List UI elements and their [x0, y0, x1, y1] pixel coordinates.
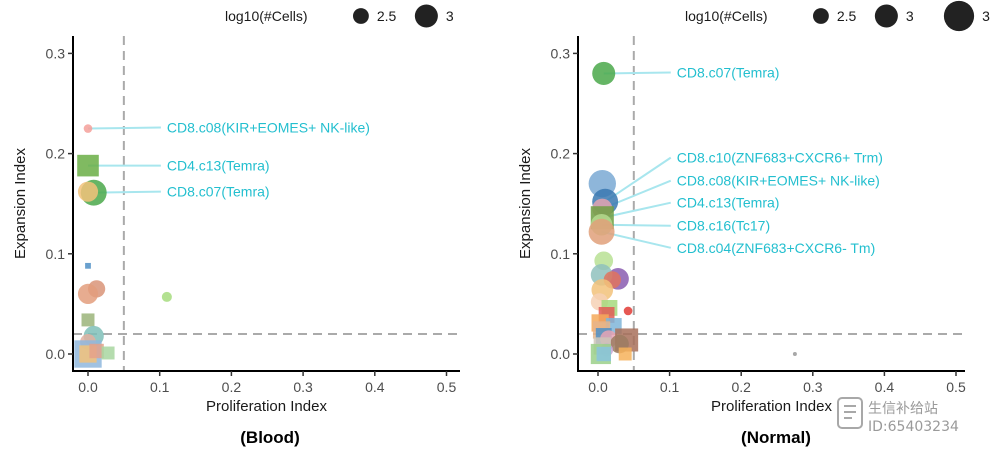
x-tick-label: 0.1: [660, 379, 680, 395]
x-tick-label: 0.5: [946, 379, 966, 395]
data-point: [596, 346, 611, 362]
x-tick-label: 0.0: [588, 379, 608, 395]
x-tick-label: 0.2: [731, 379, 751, 395]
y-tick-label: 0.1: [46, 246, 66, 262]
x-tick-label: 0.3: [293, 379, 313, 395]
legend-size-key: [353, 8, 369, 24]
x-tick-label: 0.4: [875, 379, 895, 395]
x-axis-label: Proliferation Index: [206, 398, 327, 415]
legend-title: log10(#Cells): [225, 8, 307, 24]
data-point: [83, 124, 93, 133]
data-point: [623, 306, 633, 316]
watermark-line-2: ID:65403234: [868, 419, 959, 435]
data-point: [81, 313, 95, 327]
data-point: [161, 291, 172, 302]
y-tick-label: 0.2: [46, 146, 66, 162]
data-point: [89, 343, 104, 359]
annotation-label: CD4.c13(Temra): [167, 158, 270, 174]
data-point: [77, 181, 99, 202]
panel-title: (Normal): [741, 428, 811, 447]
data-point: [101, 346, 115, 360]
x-tick-label: 0.3: [803, 379, 823, 395]
x-tick-label: 0.0: [78, 379, 98, 395]
y-tick-label: 0.0: [551, 346, 571, 362]
y-axis-label: Expansion Index: [517, 148, 534, 259]
x-tick-label: 0.4: [365, 379, 385, 395]
x-tick-label: 0.2: [222, 379, 242, 395]
badge-line-icon: [844, 405, 856, 407]
legend-size-key: [943, 0, 975, 32]
data-point: [618, 347, 632, 361]
y-tick-label: 0.3: [551, 45, 571, 61]
panel-title: (Blood): [240, 428, 299, 447]
legend-title: log10(#Cells): [685, 8, 767, 24]
legend-size-key: [414, 4, 438, 28]
annotation-label: CD8.c04(ZNF683+CXCR6- Tm): [677, 240, 876, 256]
badge-line-icon: [844, 417, 852, 419]
legend-size-label: 3: [906, 8, 914, 24]
annotation-label: CD8.c07(Temra): [167, 184, 270, 200]
y-tick-label: 0.3: [46, 45, 66, 61]
annotation-label: CD8.c07(Temra): [677, 64, 780, 80]
y-tick-label: 0.2: [551, 146, 571, 162]
data-point: [85, 262, 91, 269]
wechat-badge-icon: [837, 397, 863, 429]
x-tick-label: 0.1: [150, 379, 170, 395]
legend-size-label: 2.5: [377, 8, 397, 24]
annotation-label: CD4.c13(Temra): [677, 195, 780, 211]
x-axis-label: Proliferation Index: [711, 398, 832, 415]
annotation-label: CD8.c08(KIR+EOMES+ NK-like): [677, 173, 880, 189]
annotation-leader-line: [87, 126, 161, 130]
legend-size-key: [874, 4, 898, 28]
watermark: 生信补给站 ID:65403234: [837, 397, 959, 435]
data-point: [588, 218, 615, 245]
y-axis-label: Expansion Index: [12, 148, 29, 259]
annotation-label: CD8.c16(Tc17): [677, 218, 770, 234]
y-tick-label: 0.1: [551, 246, 571, 262]
annotation-leader-line: [604, 156, 672, 203]
data-point: [77, 283, 99, 304]
annotation-label: CD8.c08(KIR+EOMES+ NK-like): [167, 120, 370, 136]
legend-size-key: [813, 8, 829, 24]
legend-size-label: 2.5: [837, 8, 857, 24]
panel-normal: CD8.c07(Temra) CD8.c10(ZNF683+CXCR6+ Trm)…: [517, 0, 990, 447]
panel-blood: CD8.c08(KIR+EOMES+ NK-like) CD4.c13(Temra…: [12, 4, 460, 447]
data-point: [792, 352, 797, 356]
y-tick-label: 0.0: [46, 346, 66, 362]
watermark-line-1: 生信补给站: [868, 401, 938, 417]
legend-size-label: 3: [446, 8, 454, 24]
annotation-label: CD8.c10(ZNF683+CXCR6+ Trm): [677, 150, 883, 166]
data-point: [592, 61, 616, 85]
data-point: [77, 154, 99, 177]
legend-size-label: 3.5: [982, 8, 990, 24]
badge-line-icon: [844, 411, 856, 413]
x-tick-label: 0.5: [437, 379, 457, 395]
